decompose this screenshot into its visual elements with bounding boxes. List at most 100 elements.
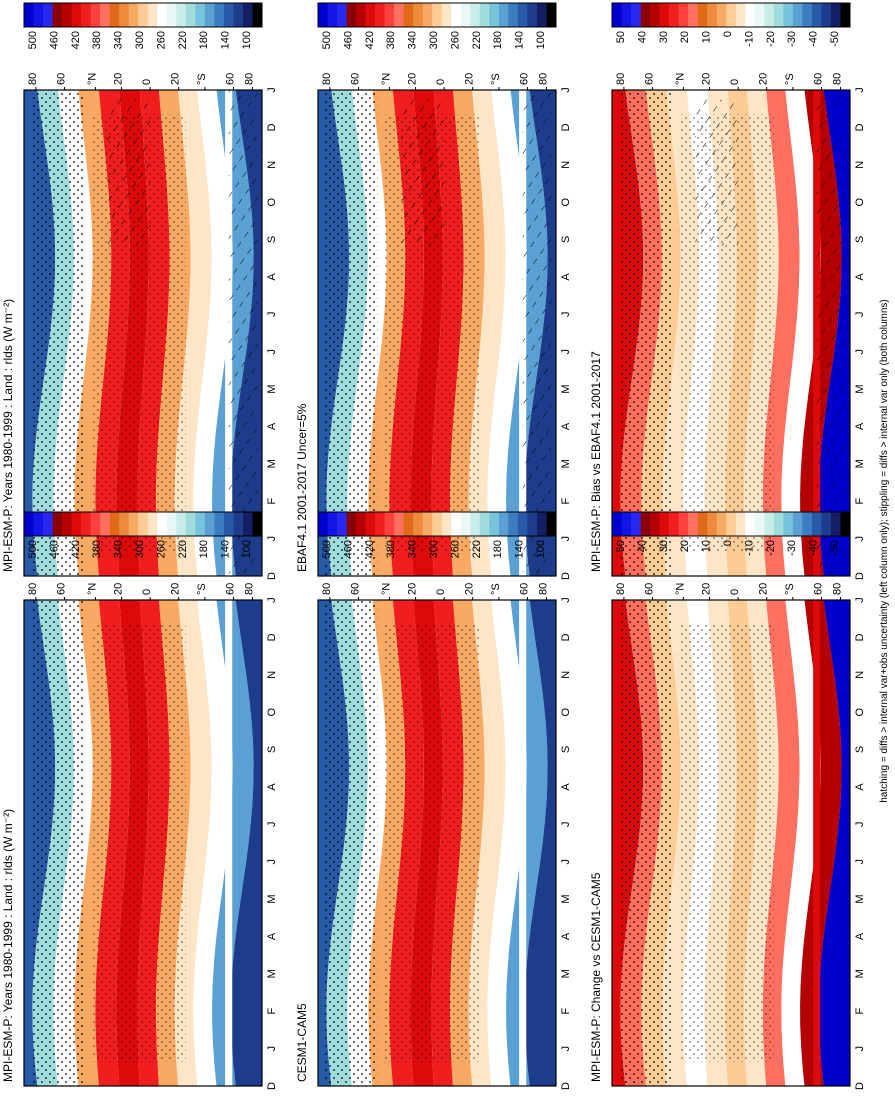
month-tick-label: O bbox=[854, 197, 866, 206]
colorbar-tick-label: 140 bbox=[514, 31, 526, 49]
colorbar-frame bbox=[611, 511, 851, 537]
latitude-tick-label: °N bbox=[674, 583, 686, 595]
colorbar-swatch bbox=[821, 512, 832, 536]
latitude-tick-label: 60 bbox=[350, 73, 362, 85]
colorbar-swatch bbox=[451, 3, 462, 27]
colorbar-swatch bbox=[318, 512, 328, 536]
colorbar-swatch bbox=[176, 512, 187, 536]
colorbar-swatch bbox=[375, 3, 385, 27]
stippling-overlay bbox=[384, 624, 480, 1062]
colorbar-tick-label: 220 bbox=[177, 31, 189, 49]
month-tick-label: M bbox=[854, 459, 866, 468]
month-tick-label: S bbox=[266, 746, 278, 753]
colorbar-swatch bbox=[659, 512, 670, 536]
month-tick-label: S bbox=[266, 236, 278, 243]
colorbar-swatch bbox=[252, 3, 263, 27]
colorbar-swatch bbox=[527, 512, 538, 536]
colorbar-swatch bbox=[233, 512, 244, 536]
colorbar-swatch bbox=[166, 3, 177, 27]
latitude-tick-label: 60 bbox=[350, 583, 362, 595]
month-tick-label: D bbox=[560, 572, 572, 580]
colorbar-tick-label: 220 bbox=[471, 540, 483, 558]
panel-frame bbox=[317, 89, 557, 577]
colorbar-tick-label: 260 bbox=[449, 31, 461, 49]
colorbar-swatch bbox=[688, 3, 698, 27]
colorbar-swatch bbox=[479, 3, 490, 27]
colorbar-swatch bbox=[735, 3, 746, 27]
latitude-tick-label: 0 bbox=[141, 589, 153, 595]
colorbar-swatch bbox=[669, 3, 679, 27]
colorbar-swatch bbox=[119, 512, 129, 536]
colorbar-swatch bbox=[204, 3, 215, 27]
month-tick-label: J bbox=[854, 859, 866, 865]
month-tick-label: J bbox=[266, 349, 278, 355]
colorbar-swatch bbox=[697, 3, 708, 27]
colorbar-swatch bbox=[71, 512, 82, 536]
colorbar-tick-label: 50 bbox=[615, 540, 627, 552]
colorbar-tick-label: 300 bbox=[134, 31, 146, 49]
month-tick-label: A bbox=[266, 783, 278, 791]
colorbar-swatch bbox=[356, 3, 366, 27]
month-tick-label: N bbox=[560, 671, 572, 679]
month-tick-label: J bbox=[560, 859, 572, 865]
colorbar-swatch bbox=[489, 512, 500, 536]
colorbar-tick-label: 220 bbox=[471, 31, 483, 49]
colorbar-swatch bbox=[764, 512, 775, 536]
month-tick-label: J bbox=[560, 1046, 572, 1052]
latitude-tick-label: 60 bbox=[224, 73, 236, 85]
latitude-tick-label: 60 bbox=[644, 583, 656, 595]
colorbar-tick-label: 420 bbox=[70, 31, 82, 49]
panel-title: MPI-ESM-P: Years 1980-1999 : Land : rlds… bbox=[1, 809, 15, 1082]
month-tick-label: M bbox=[266, 459, 278, 468]
colorbar-tick-label: -20 bbox=[765, 540, 777, 556]
month-tick-label: J bbox=[266, 536, 278, 542]
month-tick-label: A bbox=[560, 932, 572, 940]
contour-band bbox=[487, 90, 527, 576]
colorbar-swatch bbox=[631, 3, 641, 27]
month-tick-label: J bbox=[854, 349, 866, 355]
latitude-tick-label: 60 bbox=[812, 73, 824, 85]
latitude-tick-label: 0 bbox=[141, 79, 153, 85]
month-tick-label: D bbox=[560, 1082, 572, 1090]
colorbar-swatch bbox=[470, 3, 481, 27]
colorbar-swatch bbox=[90, 512, 101, 536]
colorbar-swatch bbox=[811, 512, 822, 536]
colorbar-tick-label: 420 bbox=[364, 540, 376, 558]
month-tick-label: O bbox=[266, 707, 278, 716]
colorbar-tick-label: 500 bbox=[321, 31, 333, 49]
latitude-tick-label: 60 bbox=[56, 73, 68, 85]
month-tick-label: M bbox=[266, 385, 278, 394]
colorbar-swatch bbox=[157, 512, 168, 536]
colorbar-swatch bbox=[432, 3, 442, 27]
colorbar-swatch bbox=[754, 512, 765, 536]
colorbar-tick-label: 10 bbox=[701, 31, 713, 43]
panel-p3: 80 60 °N 20 0 20 °S 60 80 D J F M A M J J A S O N D J EBAF4.1 2… bbox=[295, 73, 572, 580]
colorbar-swatch bbox=[413, 3, 423, 27]
colorbar-tick-label: 380 bbox=[385, 540, 397, 558]
colorbar-swatch bbox=[185, 3, 196, 27]
month-tick-label: J bbox=[560, 312, 572, 318]
hatching-overlay bbox=[695, 99, 739, 246]
colorbar-swatch bbox=[537, 512, 547, 536]
colorbar-tick-label: -20 bbox=[765, 31, 777, 47]
month-tick-label: M bbox=[854, 895, 866, 904]
colorbar-swatch bbox=[802, 3, 813, 27]
month-tick-label: N bbox=[266, 161, 278, 169]
colorbar-swatch bbox=[81, 3, 91, 27]
month-tick-label: A bbox=[854, 273, 866, 281]
colorbar-diff: 50 40 30 20 10 0 -10 -20 -30 -40 -50 bbox=[611, 511, 851, 556]
month-tick-label: J bbox=[266, 822, 278, 828]
month-tick-label: A bbox=[266, 273, 278, 281]
latitude-tick-label: 80 bbox=[321, 583, 333, 595]
latitude-tick-label: 60 bbox=[518, 73, 530, 85]
month-tick-label: J bbox=[560, 536, 572, 542]
latitude-tick-label: 80 bbox=[27, 73, 39, 85]
colorbar-swatch bbox=[166, 512, 177, 536]
colorbar-tick-label: 260 bbox=[449, 540, 461, 558]
panel-title: MPI-ESM-P: Bias vs EBAF4.1 2001-2017 bbox=[589, 351, 603, 572]
contour-band bbox=[781, 90, 821, 576]
latitude-tick-label: 80 bbox=[321, 73, 333, 85]
colorbar-tick-label: 100 bbox=[535, 540, 547, 558]
colorbar-swatch bbox=[62, 3, 72, 27]
colorbar-swatch bbox=[128, 3, 139, 27]
